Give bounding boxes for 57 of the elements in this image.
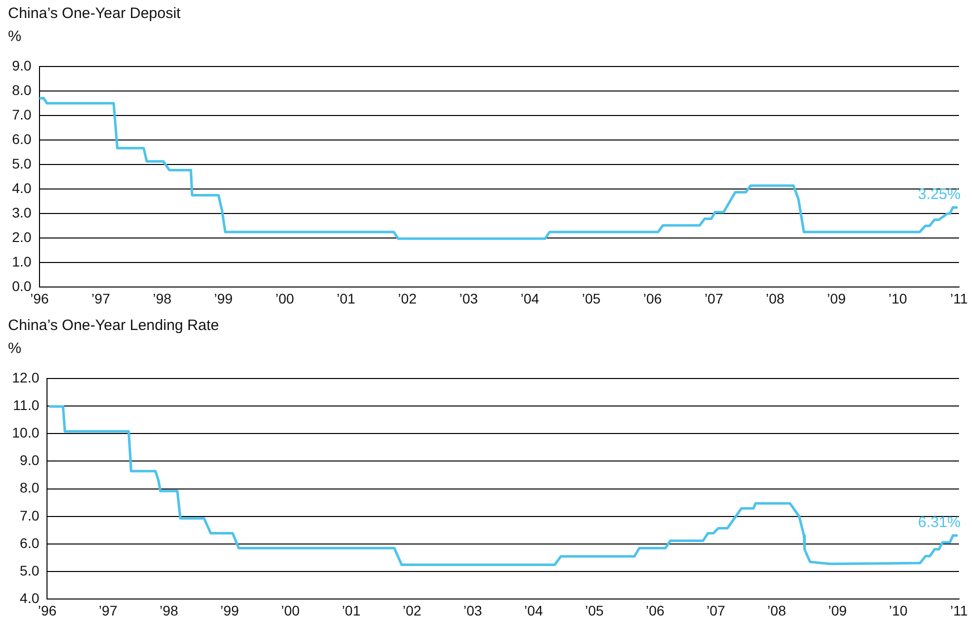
y-tick-label: 8.0 bbox=[20, 480, 40, 496]
x-tick-label: ’02 bbox=[402, 602, 422, 618]
x-tick-label: ’10 bbox=[888, 602, 908, 618]
annotation: 6.31% bbox=[918, 514, 961, 532]
x-tick-label: ’01 bbox=[336, 290, 356, 306]
x-tick-label: ’11 bbox=[950, 290, 968, 306]
x-tick-label: ’05 bbox=[584, 602, 604, 618]
x-tick-label: ’08 bbox=[767, 602, 786, 618]
x-tick-label: ’98 bbox=[152, 290, 172, 306]
x-tick-label: ’02 bbox=[398, 290, 417, 306]
x-tick-label: ’07 bbox=[706, 602, 726, 618]
x-tick-label: ’11 bbox=[950, 602, 968, 618]
x-tick-label: ’96 bbox=[30, 290, 50, 306]
y-tick-label: 9.0 bbox=[20, 452, 40, 468]
x-tick-label: ’97 bbox=[91, 290, 110, 306]
y-axis-title: % bbox=[8, 340, 22, 357]
y-tick-label: 9.0 bbox=[12, 57, 32, 74]
y-tick-label: 1.0 bbox=[12, 254, 32, 270]
x-tick-label: ’08 bbox=[766, 290, 785, 306]
y-tick-label: 6.0 bbox=[12, 130, 32, 147]
x-tick-label: ’07 bbox=[704, 290, 724, 306]
y-tick-label: 10.0 bbox=[12, 424, 40, 440]
y-tick-label: 6.0 bbox=[20, 534, 40, 551]
y-axis-title: % bbox=[8, 28, 22, 45]
y-tick-label: 7.0 bbox=[20, 507, 40, 524]
x-tick-label: ’04 bbox=[524, 602, 544, 618]
x-tick-label: ’97 bbox=[98, 602, 118, 618]
y-tick-label: 7.0 bbox=[12, 106, 32, 122]
x-tick-label: ’01 bbox=[342, 602, 361, 618]
x-tick-label: ’96 bbox=[38, 602, 57, 618]
x-tick-label: ’10 bbox=[888, 290, 908, 306]
y-tick-label: 4.0 bbox=[20, 590, 40, 606]
y-tick-label: 5.0 bbox=[12, 155, 32, 172]
x-tick-label: ’99 bbox=[214, 290, 233, 306]
x-tick-label: ’00 bbox=[281, 602, 300, 618]
annotation: 3.25% bbox=[918, 186, 961, 204]
x-tick-label: ’99 bbox=[220, 602, 240, 618]
y-tick-label: 0.0 bbox=[12, 278, 32, 294]
x-tick-label: ’05 bbox=[582, 290, 601, 306]
x-tick-label: ’98 bbox=[159, 602, 178, 618]
x-tick-label: ’00 bbox=[275, 290, 294, 306]
x-tick-label: ’03 bbox=[463, 602, 482, 618]
x-tick-label: ’06 bbox=[646, 602, 665, 618]
y-tick-label: 5.0 bbox=[20, 562, 40, 578]
x-tick-label: ’04 bbox=[520, 290, 540, 306]
y-tick-label: 4.0 bbox=[12, 180, 32, 196]
x-tick-label: ’03 bbox=[459, 290, 478, 306]
y-tick-label: 8.0 bbox=[12, 82, 32, 98]
y-tick-label: 2.0 bbox=[12, 228, 32, 245]
chart-title: China’s One-Year Deposit bbox=[8, 5, 181, 22]
y-tick-label: 3.0 bbox=[12, 204, 32, 220]
x-tick-label: ’09 bbox=[828, 602, 847, 618]
y-tick-label: 12.0 bbox=[12, 369, 40, 386]
chart-title: China’s One-Year Lending Rate bbox=[8, 317, 219, 334]
x-tick-label: ’09 bbox=[827, 290, 846, 306]
y-tick-label: 11.0 bbox=[13, 396, 40, 413]
x-tick-label: ’06 bbox=[643, 290, 662, 306]
